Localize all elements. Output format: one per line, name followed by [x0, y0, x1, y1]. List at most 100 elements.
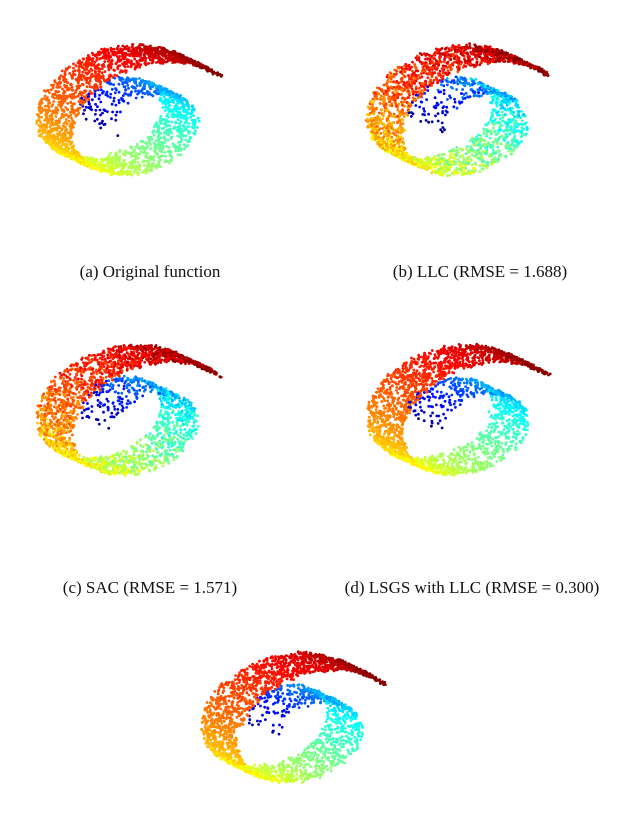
scatter-point	[37, 124, 41, 127]
scatter-point	[112, 47, 116, 51]
scatter-point	[512, 144, 516, 148]
scatter-point	[37, 130, 40, 134]
scatter-point	[123, 57, 127, 60]
scatter-point	[139, 146, 143, 150]
scatter-point	[46, 119, 50, 123]
scatter-point	[82, 63, 86, 67]
scatter-point	[371, 135, 375, 139]
scatter-point	[76, 69, 80, 72]
scatter-point	[104, 54, 107, 57]
scatter-point	[136, 160, 140, 164]
scatter-point	[515, 56, 519, 60]
scatter-point	[125, 44, 129, 48]
scatter-point	[397, 81, 400, 85]
scatter-point	[77, 77, 80, 81]
scatter-point	[145, 47, 149, 51]
scatter-point	[147, 163, 151, 167]
scatter-point	[397, 142, 401, 145]
scatter-point	[136, 92, 140, 96]
scatter-point	[386, 137, 389, 141]
scatter-point	[94, 102, 97, 106]
scatter-point	[430, 157, 434, 161]
scatter-point	[124, 162, 128, 166]
scatter-point	[168, 108, 172, 111]
scatter-point	[113, 76, 117, 80]
scatter-point	[492, 88, 496, 92]
scatter-point	[83, 108, 86, 112]
scatter-point	[134, 87, 137, 90]
scatter-point	[482, 150, 485, 153]
scatter-point	[513, 100, 517, 103]
scatter-point	[429, 162, 433, 166]
scatter-point	[66, 102, 70, 105]
scatter-point	[105, 158, 109, 162]
scatter-point	[449, 153, 452, 157]
scatter-point	[169, 150, 173, 154]
scatter-point	[455, 106, 459, 110]
scatter-point	[93, 60, 97, 64]
scatter-point	[132, 171, 136, 175]
scatter-point	[142, 146, 146, 150]
scatter-point	[62, 90, 66, 94]
scatter-point	[495, 103, 499, 107]
scatter-point	[455, 54, 459, 57]
scatter-point	[64, 137, 68, 141]
scatter-point	[480, 163, 484, 167]
scatter-point	[130, 59, 133, 63]
scatter-point	[520, 140, 523, 143]
scatter-point	[135, 142, 139, 146]
scatter-point	[177, 131, 181, 134]
scatter-point	[130, 63, 133, 67]
scatter-point	[387, 141, 391, 145]
scatter-point	[381, 127, 384, 130]
scatter-point	[143, 46, 147, 50]
scatter-point	[382, 112, 386, 116]
scatter-point	[86, 158, 89, 162]
scatter-point	[496, 57, 499, 61]
scatter-point	[447, 64, 451, 68]
scatter-point	[506, 122, 510, 126]
scatter-point	[123, 85, 127, 89]
scatter-point	[443, 53, 446, 56]
scatter-point	[109, 96, 112, 99]
scatter-point	[108, 82, 111, 86]
scatter-point	[464, 166, 468, 170]
scatter-point	[54, 89, 58, 93]
scatter-point	[70, 85, 74, 89]
scatter-point	[497, 157, 500, 161]
scatter-point	[498, 135, 502, 139]
scatter-point	[109, 64, 113, 68]
scatter-point	[468, 172, 471, 176]
scatter-point	[76, 107, 80, 110]
scatter-point	[452, 60, 456, 64]
scatter-point	[122, 159, 125, 162]
scatter-point	[87, 100, 91, 104]
scatter-point	[382, 95, 386, 99]
scatter-point	[441, 74, 445, 78]
scatter-point	[389, 97, 393, 101]
scatter-point	[175, 129, 179, 132]
scatter-point	[477, 91, 480, 94]
scatter-point	[396, 114, 399, 118]
scatter-point	[110, 117, 113, 121]
scatter-point	[97, 73, 101, 76]
scatter-point	[134, 145, 138, 149]
scatter-point	[68, 152, 71, 156]
scatter-point	[69, 135, 73, 139]
scatter-point	[138, 77, 141, 80]
scatter-point	[62, 76, 66, 79]
scatter-point	[58, 81, 61, 85]
scatter-point	[72, 94, 75, 98]
scatter-point	[459, 62, 463, 66]
scatter-point	[437, 153, 441, 157]
scatter-point	[52, 147, 56, 151]
scatter-point	[121, 70, 124, 73]
scatter-point	[400, 66, 403, 69]
scatter-point	[36, 113, 40, 117]
scatter-point	[162, 122, 166, 126]
scatter-point	[40, 115, 43, 119]
scatter-point	[389, 77, 393, 81]
scatter-point	[133, 67, 137, 71]
scatter-point	[138, 55, 142, 58]
scatter-point	[462, 83, 466, 87]
